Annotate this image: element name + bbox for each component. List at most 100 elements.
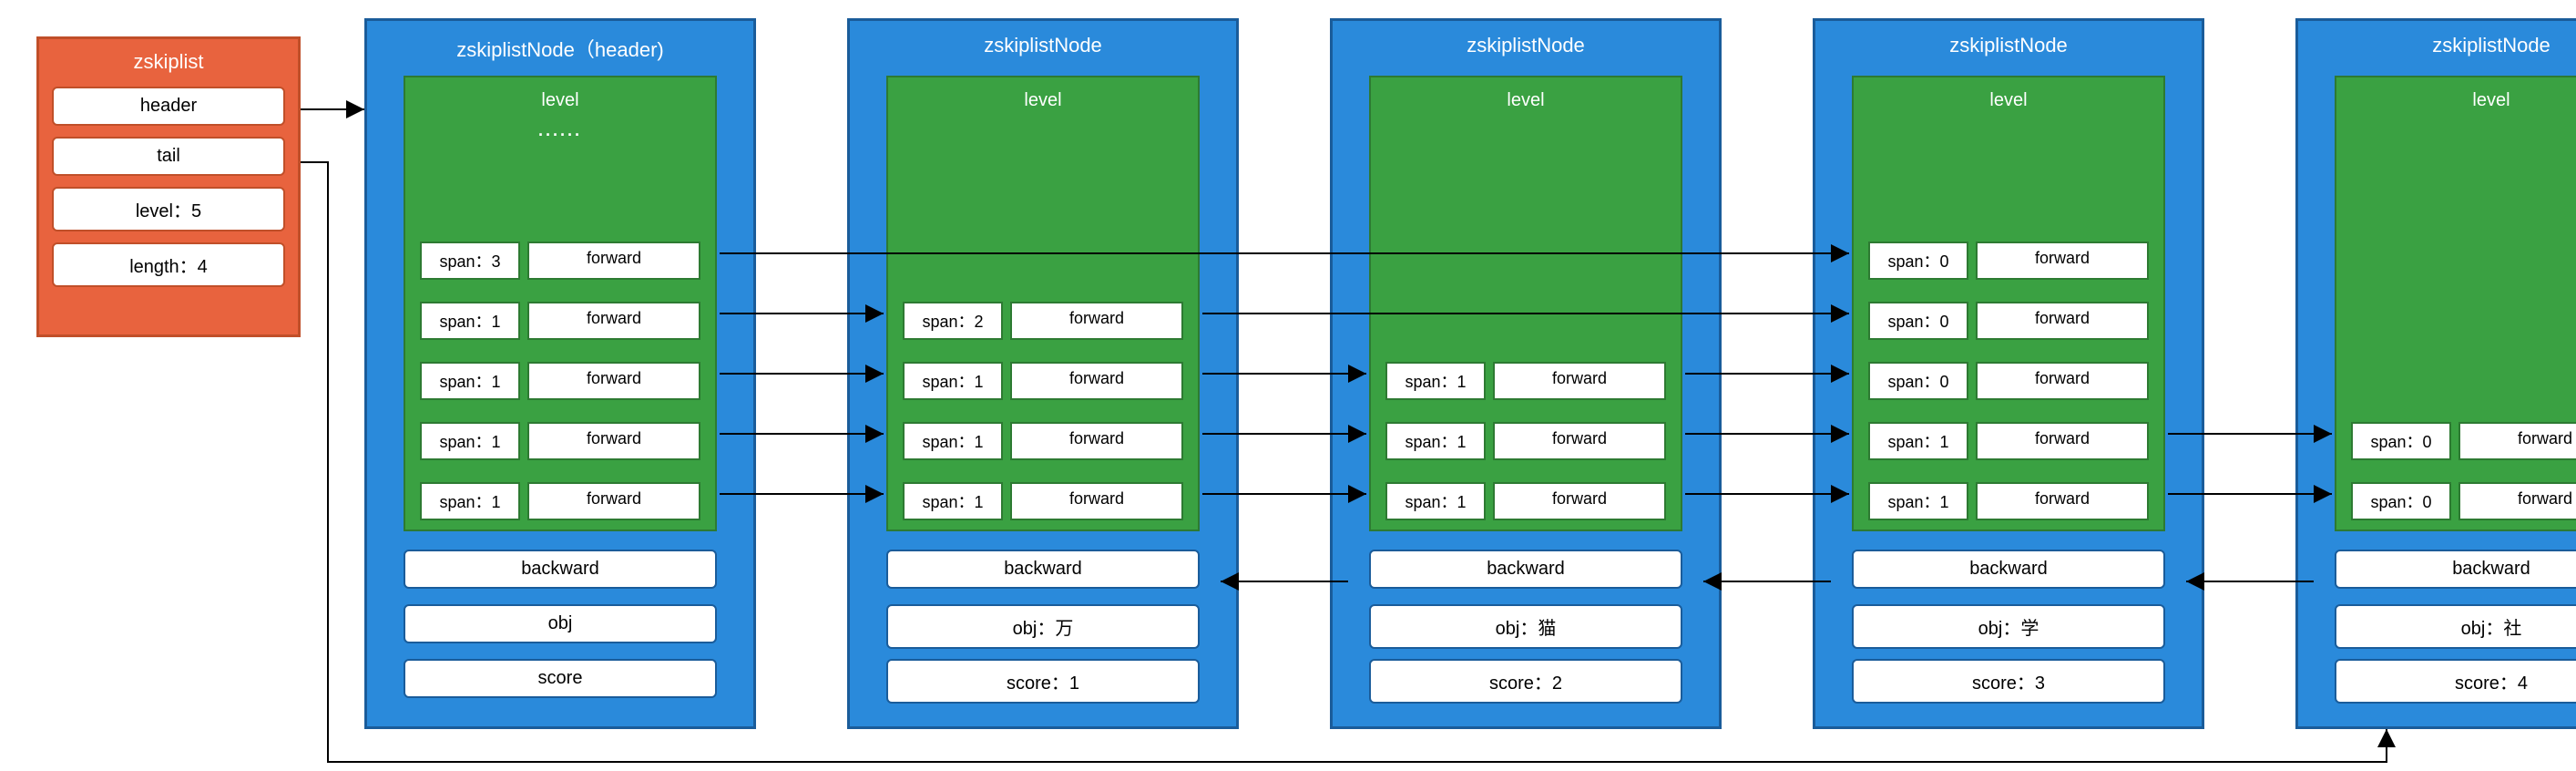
zskiplist-field-0: header bbox=[52, 87, 285, 126]
forward-cell: forward bbox=[1976, 242, 2149, 280]
score-field: score：2 bbox=[1369, 659, 1682, 704]
span-cell: span：1 bbox=[903, 362, 1003, 400]
forward-cell: forward bbox=[527, 422, 700, 460]
node-0: zskiplistNode（header)level······span：3fo… bbox=[364, 18, 756, 729]
level-row-4: span：0forward bbox=[2351, 482, 2576, 520]
forward-cell: forward bbox=[1010, 362, 1183, 400]
zskiplist-field-1: tail bbox=[52, 137, 285, 176]
span-cell: span：1 bbox=[903, 422, 1003, 460]
level-row-3: span：0forward bbox=[2351, 422, 2576, 460]
zskiplist-field-3: length：4 bbox=[52, 242, 285, 287]
span-cell: span：1 bbox=[420, 302, 520, 340]
span-cell: span：2 bbox=[903, 302, 1003, 340]
node-title: zskiplistNode bbox=[1333, 21, 1719, 68]
span-cell: span：0 bbox=[2351, 422, 2451, 460]
forward-cell: forward bbox=[1493, 422, 1666, 460]
forward-cell: forward bbox=[527, 482, 700, 520]
level-row-4: span：1forward bbox=[420, 482, 700, 520]
level-block: levelspan：0forwardspan：0forwardspan：0for… bbox=[1852, 76, 2165, 531]
level-block: levelspan：0forwardspan：0forward bbox=[2335, 76, 2576, 531]
node-4: zskiplistNodelevelspan：0forwardspan：0for… bbox=[2295, 18, 2576, 729]
forward-cell: forward bbox=[1976, 302, 2149, 340]
obj-field: obj：万 bbox=[886, 604, 1200, 649]
level-row-2: span：1forward bbox=[1385, 362, 1666, 400]
forward-cell: forward bbox=[1010, 422, 1183, 460]
level-row-3: span：1forward bbox=[1385, 422, 1666, 460]
level-dots: ······ bbox=[420, 120, 700, 156]
level-row-0: span：3forward bbox=[420, 242, 700, 280]
level-row-1: span：1forward bbox=[420, 302, 700, 340]
span-cell: span：0 bbox=[2351, 482, 2451, 520]
backward-field: backward bbox=[886, 550, 1200, 589]
forward-cell: forward bbox=[527, 242, 700, 280]
span-cell: span：1 bbox=[420, 482, 520, 520]
forward-cell: forward bbox=[2458, 422, 2576, 460]
forward-cell: forward bbox=[2458, 482, 2576, 520]
level-row-4: span：1forward bbox=[1868, 482, 2149, 520]
diagram-canvas: zskiplistheadertaillevel：5length：4zskipl… bbox=[0, 0, 2576, 771]
backward-field: backward bbox=[2335, 550, 2576, 589]
span-cell: span：3 bbox=[420, 242, 520, 280]
zskiplist-field-2: level：5 bbox=[52, 187, 285, 231]
level-row-2: span：1forward bbox=[903, 362, 1183, 400]
level-title: level bbox=[1385, 87, 1666, 120]
span-cell: span：1 bbox=[420, 362, 520, 400]
forward-cell: forward bbox=[1493, 362, 1666, 400]
forward-cell: forward bbox=[1010, 482, 1183, 520]
level-block: levelspan：2forwardspan：1forwardspan：1for… bbox=[886, 76, 1200, 531]
span-cell: span：0 bbox=[1868, 242, 1968, 280]
forward-cell: forward bbox=[1010, 302, 1183, 340]
span-cell: span：1 bbox=[903, 482, 1003, 520]
level-title: level bbox=[1868, 87, 2149, 120]
level-block: levelspan：1forwardspan：1forwardspan：1for… bbox=[1369, 76, 1682, 531]
span-cell: span：0 bbox=[1868, 302, 1968, 340]
zskiplist-title: zskiplist bbox=[39, 39, 298, 87]
zskiplist-box: zskiplistheader tail level：5 length：4 bbox=[36, 36, 301, 337]
node-title: zskiplistNode（header) bbox=[367, 21, 753, 74]
backward-field: backward bbox=[1852, 550, 2165, 589]
forward-cell: forward bbox=[527, 302, 700, 340]
backward-field: backward bbox=[404, 550, 717, 589]
score-field: score：1 bbox=[886, 659, 1200, 704]
obj-field: obj：猫 bbox=[1369, 604, 1682, 649]
obj-field: obj bbox=[404, 604, 717, 643]
score-field: score：3 bbox=[1852, 659, 2165, 704]
node-2: zskiplistNodelevelspan：1forwardspan：1for… bbox=[1330, 18, 1722, 729]
node-title: zskiplistNode bbox=[2298, 21, 2576, 68]
forward-cell: forward bbox=[1976, 482, 2149, 520]
span-cell: span：1 bbox=[1385, 482, 1486, 520]
level-row-3: span：1forward bbox=[1868, 422, 2149, 460]
level-row-4: span：1forward bbox=[903, 482, 1183, 520]
span-cell: span：0 bbox=[1868, 362, 1968, 400]
level-title: level bbox=[2351, 87, 2576, 120]
level-title: level bbox=[903, 87, 1183, 120]
span-cell: span：1 bbox=[1385, 422, 1486, 460]
span-cell: span：1 bbox=[1868, 482, 1968, 520]
backward-field: backward bbox=[1369, 550, 1682, 589]
forward-cell: forward bbox=[527, 362, 700, 400]
node-1: zskiplistNodelevelspan：2forwardspan：1for… bbox=[847, 18, 1239, 729]
level-row-4: span：1forward bbox=[1385, 482, 1666, 520]
level-row-1: span：0forward bbox=[1868, 302, 2149, 340]
forward-cell: forward bbox=[1976, 422, 2149, 460]
obj-field: obj：社 bbox=[2335, 604, 2576, 649]
score-field: score bbox=[404, 659, 717, 698]
obj-field: obj：学 bbox=[1852, 604, 2165, 649]
level-block: level······span：3forwardspan：1forwardspa… bbox=[404, 76, 717, 531]
level-row-2: span：0forward bbox=[1868, 362, 2149, 400]
level-row-1: span：2forward bbox=[903, 302, 1183, 340]
forward-cell: forward bbox=[1976, 362, 2149, 400]
forward-cell: forward bbox=[1493, 482, 1666, 520]
node-3: zskiplistNodelevelspan：0forwardspan：0for… bbox=[1813, 18, 2204, 729]
span-cell: span：1 bbox=[1385, 362, 1486, 400]
span-cell: span：1 bbox=[420, 422, 520, 460]
score-field: score：4 bbox=[2335, 659, 2576, 704]
level-title: level bbox=[420, 87, 700, 120]
level-row-3: span：1forward bbox=[903, 422, 1183, 460]
node-title: zskiplistNode bbox=[1815, 21, 2202, 68]
level-row-2: span：1forward bbox=[420, 362, 700, 400]
node-title: zskiplistNode bbox=[850, 21, 1236, 68]
level-row-3: span：1forward bbox=[420, 422, 700, 460]
span-cell: span：1 bbox=[1868, 422, 1968, 460]
level-row-0: span：0forward bbox=[1868, 242, 2149, 280]
